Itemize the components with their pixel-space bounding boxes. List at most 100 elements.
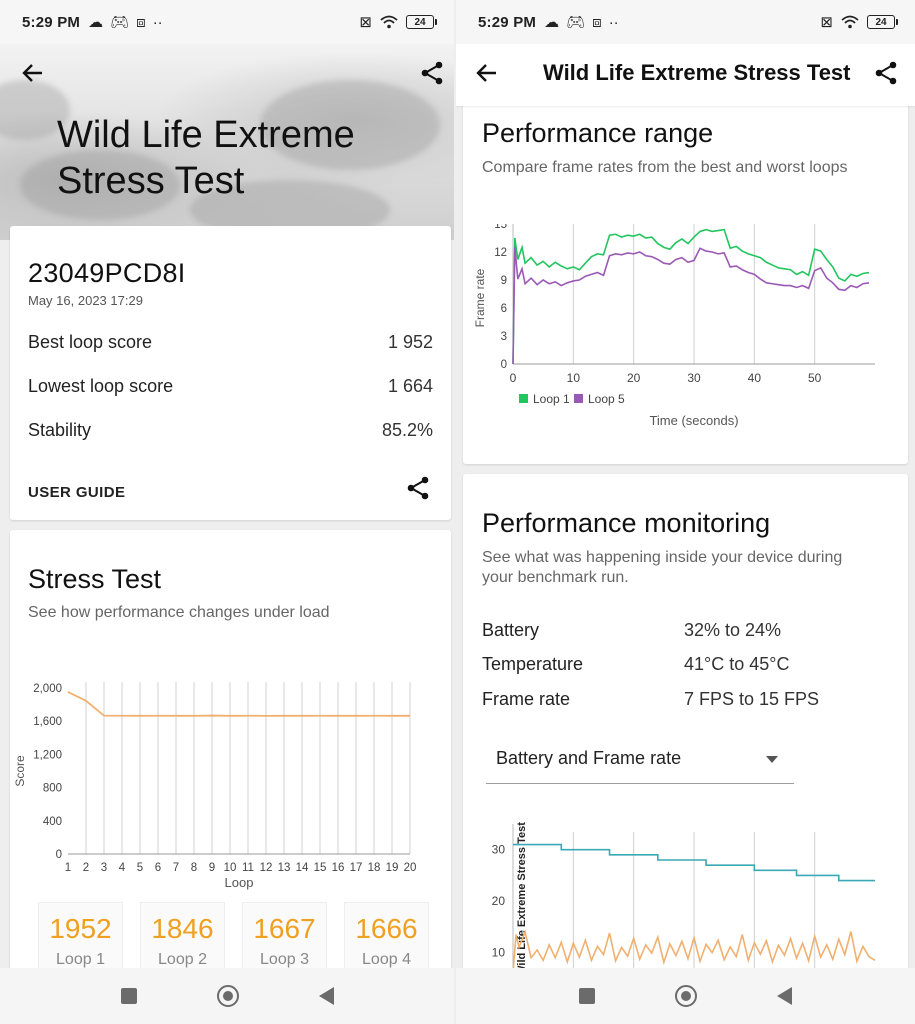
- x-tick-label: 50: [808, 371, 822, 385]
- legend-label: Loop 5: [588, 392, 625, 406]
- device-name: 23049PCD8I: [28, 258, 186, 288]
- system-nav-bar: [0, 968, 454, 1024]
- y-tick-label: 3: [501, 331, 507, 343]
- x-axis-label: Time (seconds): [649, 413, 738, 428]
- performance-monitoring-subtitle: See what was happening inside your devic…: [482, 549, 843, 586]
- performance-range-chart: 0 10 20 30 40 50 0 3 6 9 12 15 Frame rate Loop 1 Loop …: [473, 224, 875, 428]
- recents-button[interactable]: [579, 988, 595, 1004]
- performance-monitoring-title: Performance monitoring: [482, 508, 771, 538]
- share-button[interactable]: [416, 57, 448, 89]
- stress-test-chart: 1 2 3 4 5 6 7 8 9 10 11 12 13 14 15 16 17 18 19 2004008001,…: [13, 682, 417, 890]
- y-axis-label: Score: [13, 755, 27, 787]
- hero-header: Wild Life Extreme Stress Test: [0, 40, 454, 240]
- metric-dropdown[interactable]: Battery and Frame rate: [486, 736, 794, 784]
- battery-icon: 24: [867, 15, 898, 29]
- home-button[interactable]: [675, 985, 697, 1007]
- x-tick-label: 16: [332, 862, 345, 874]
- y-tick-label: 12: [494, 247, 507, 259]
- sim-off-icon: ⊠: [359, 13, 372, 31]
- score-line: [67, 691, 410, 717]
- system-back-button[interactable]: [777, 987, 792, 1005]
- app-bar-title: Wild Life Extreme Stress Test: [543, 60, 851, 85]
- y-tick-label: 1,600: [33, 716, 62, 728]
- x-tick-label: 19: [386, 862, 399, 874]
- x-tick-label: 18: [368, 862, 381, 874]
- x-tick-label: 2: [83, 862, 89, 874]
- sim-off-icon: ⊠: [820, 13, 833, 31]
- status-bar: 5:29 PM ☁ 🎮︎ ⧈ ·· ⊠ 24: [0, 0, 454, 44]
- wifi-icon: [841, 15, 859, 29]
- share-button[interactable]: [870, 57, 902, 89]
- recents-button[interactable]: [120, 988, 137, 1004]
- x-tick-label: 5: [137, 862, 143, 874]
- left-screen: 5:29 PM ☁ 🎮︎ ⧈ ·· ⊠ 24 Wild Life Extreme…: [0, 0, 454, 1024]
- x-tick-label: 12: [260, 862, 273, 874]
- share-icon: [407, 476, 429, 500]
- x-tick-label: 8: [191, 862, 197, 874]
- x-tick-label: 6: [155, 862, 161, 874]
- series-line-frame-rate: [512, 929, 876, 974]
- x-tick-label: 10: [224, 862, 237, 874]
- y-tick-label: 1,200: [33, 749, 62, 761]
- back-button[interactable]: [17, 57, 49, 89]
- battery-frame-rate-chart: 10 20 30 Wild Life Extreme Stress Test: [492, 822, 876, 974]
- y-tick-label: 0: [56, 849, 62, 861]
- chart-title-vertical: Wild Life Extreme Stress Test: [516, 822, 528, 974]
- x-tick-label: 13: [278, 862, 291, 874]
- share-result-button[interactable]: [407, 476, 429, 505]
- more-notifications-icon: ··: [608, 13, 619, 31]
- performance-range-subtitle: Compare frame rates from the best and wo…: [482, 159, 848, 176]
- app-bar: Wild Life Extreme Stress Test: [456, 40, 915, 106]
- series-line-loop-5: [512, 247, 870, 365]
- legend-label: Loop 1: [533, 392, 570, 406]
- cloud-icon: ☁: [88, 13, 104, 31]
- temperature-row: Temperature 41°C to 45°C: [482, 654, 790, 674]
- x-tick-label: 15: [314, 862, 327, 874]
- y-tick-label: 10: [492, 946, 506, 960]
- more-notifications-icon: ··: [152, 13, 163, 31]
- user-guide-link[interactable]: USER GUIDE: [28, 484, 126, 501]
- status-time: 5:29 PM: [22, 13, 81, 31]
- x-tick-label: 9: [209, 862, 215, 874]
- y-tick-label: 30: [492, 843, 506, 857]
- x-tick-label: 4: [119, 862, 126, 874]
- x-tick-label: 20: [404, 862, 417, 874]
- page-title: Wild Life Extreme Stress Test: [57, 114, 355, 202]
- legend-swatch: [519, 394, 528, 403]
- x-tick-label: 10: [567, 371, 581, 385]
- share-icon: [421, 61, 443, 85]
- y-tick-label: 2,000: [33, 683, 62, 695]
- frame-rate-row: Frame rate 7 FPS to 15 FPS: [482, 689, 820, 709]
- share-icon: [875, 61, 897, 85]
- legend-swatch: [574, 394, 583, 403]
- back-button[interactable]: [471, 57, 503, 89]
- x-tick-label: 40: [748, 371, 762, 385]
- battery-icon: 24: [406, 15, 437, 29]
- arrow-back-icon: [476, 64, 496, 82]
- y-tick-label: 0: [501, 359, 507, 371]
- y-tick-label: 800: [43, 783, 62, 795]
- stability-row: Stability 85.2%: [28, 420, 433, 440]
- x-tick-label: 20: [627, 371, 641, 385]
- lowest-loop-row: Lowest loop score 1 664: [28, 376, 433, 396]
- x-tick-label: 3: [101, 862, 107, 874]
- home-button[interactable]: [216, 985, 239, 1007]
- x-tick-label: 11: [242, 862, 254, 874]
- system-nav-bar: [456, 968, 915, 1024]
- arrow-back-icon: [22, 64, 42, 82]
- wifi-icon: [380, 15, 398, 29]
- best-loop-row: Best loop score 1 952: [28, 332, 433, 352]
- x-tick-label: 17: [350, 862, 363, 874]
- stress-test-card: Stress Test See how performance changes …: [10, 530, 451, 990]
- x-tick-label: 0: [510, 371, 517, 385]
- y-tick-label: 400: [43, 816, 62, 828]
- x-tick-label: 14: [296, 862, 309, 874]
- stress-test-title: Stress Test: [28, 564, 162, 594]
- status-time: 5:29 PM: [478, 13, 537, 31]
- chevron-down-icon: [766, 756, 778, 763]
- result-summary-card: 23049PCD8I May 16, 2023 17:29 Best loop …: [10, 226, 451, 520]
- performance-monitoring-card: Performance monitoring See what was happ…: [463, 474, 908, 994]
- system-back-button[interactable]: [318, 987, 334, 1005]
- app-notification-icon: ⧈: [592, 13, 602, 31]
- battery-row: Battery 32% to 24%: [482, 620, 782, 640]
